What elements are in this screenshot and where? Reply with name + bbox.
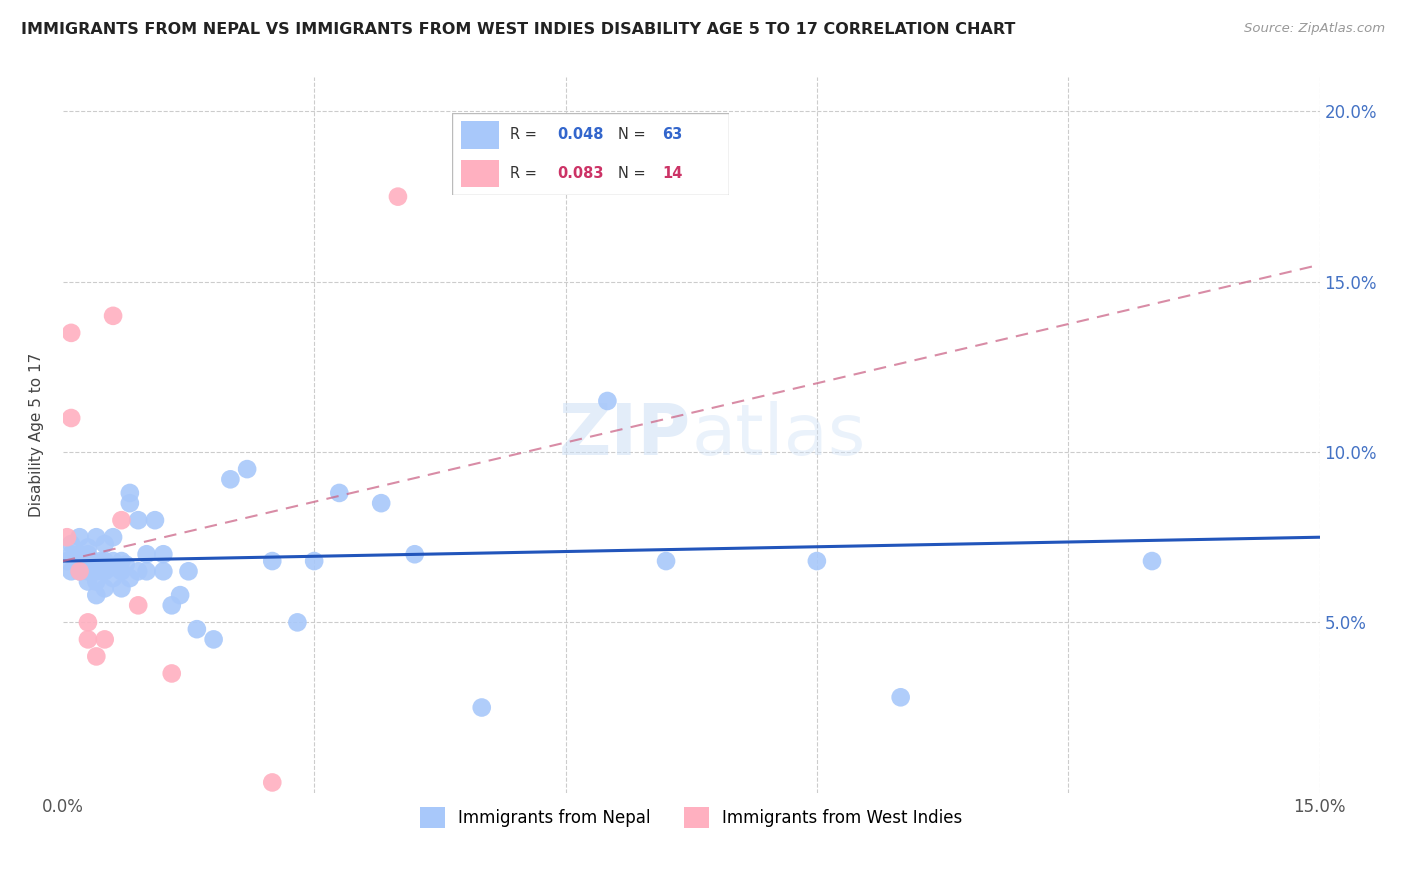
Point — [1140, 554, 1163, 568]
Point — [110, 554, 132, 568]
Point — [118, 496, 141, 510]
Point — [135, 564, 157, 578]
Point — [60, 537, 83, 551]
Text: Source: ZipAtlas.com: Source: ZipAtlas.com — [1244, 22, 1385, 36]
Point — [160, 599, 183, 613]
Point — [152, 564, 174, 578]
Point — [118, 571, 141, 585]
Point — [101, 309, 124, 323]
Point — [77, 547, 100, 561]
Point — [60, 547, 83, 561]
Point — [93, 632, 115, 647]
Point — [127, 599, 149, 613]
Text: ZIP: ZIP — [560, 401, 692, 469]
Point — [60, 326, 83, 340]
Point — [86, 564, 108, 578]
Point — [86, 649, 108, 664]
Point — [596, 394, 619, 409]
Point — [105, 561, 128, 575]
Point — [890, 690, 912, 705]
Point — [93, 564, 115, 578]
Point — [86, 588, 108, 602]
Point — [404, 547, 426, 561]
Point — [262, 775, 284, 789]
Legend: Immigrants from Nepal, Immigrants from West Indies: Immigrants from Nepal, Immigrants from W… — [413, 801, 969, 834]
Point — [114, 558, 136, 572]
Point — [77, 574, 100, 589]
Point — [69, 547, 91, 561]
Point — [86, 574, 108, 589]
Point — [60, 564, 83, 578]
Point — [69, 554, 91, 568]
Point — [127, 513, 149, 527]
Point — [77, 558, 100, 572]
Point — [186, 622, 208, 636]
Point — [93, 537, 115, 551]
Point — [143, 513, 166, 527]
Point — [387, 189, 409, 203]
Point — [152, 547, 174, 561]
Point — [202, 632, 225, 647]
Point — [127, 564, 149, 578]
Point — [118, 486, 141, 500]
Point — [262, 554, 284, 568]
Point — [101, 554, 124, 568]
Point — [110, 582, 132, 596]
Point — [110, 513, 132, 527]
Point — [135, 547, 157, 561]
Point — [219, 472, 242, 486]
Point — [101, 571, 124, 585]
Point — [93, 554, 115, 568]
Point — [101, 530, 124, 544]
Point — [806, 554, 828, 568]
Point — [177, 564, 200, 578]
Point — [73, 561, 96, 575]
Point — [160, 666, 183, 681]
Point — [89, 554, 111, 568]
Point — [69, 530, 91, 544]
Point — [82, 554, 104, 568]
Text: atlas: atlas — [692, 401, 866, 469]
Point — [56, 554, 79, 568]
Point — [97, 561, 120, 575]
Point — [77, 541, 100, 555]
Y-axis label: Disability Age 5 to 17: Disability Age 5 to 17 — [30, 353, 44, 517]
Point — [65, 554, 87, 568]
Point — [60, 411, 83, 425]
Point — [93, 582, 115, 596]
Point — [236, 462, 259, 476]
Point — [77, 632, 100, 647]
Point — [328, 486, 350, 500]
Text: IMMIGRANTS FROM NEPAL VS IMMIGRANTS FROM WEST INDIES DISABILITY AGE 5 TO 17 CORR: IMMIGRANTS FROM NEPAL VS IMMIGRANTS FROM… — [21, 22, 1015, 37]
Point — [110, 564, 132, 578]
Point — [77, 615, 100, 630]
Point — [77, 564, 100, 578]
Point — [69, 564, 91, 578]
Point — [287, 615, 309, 630]
Point — [302, 554, 325, 568]
Point — [471, 700, 494, 714]
Point — [655, 554, 678, 568]
Point — [69, 564, 91, 578]
Point — [370, 496, 392, 510]
Point — [86, 530, 108, 544]
Point — [56, 530, 79, 544]
Point — [169, 588, 191, 602]
